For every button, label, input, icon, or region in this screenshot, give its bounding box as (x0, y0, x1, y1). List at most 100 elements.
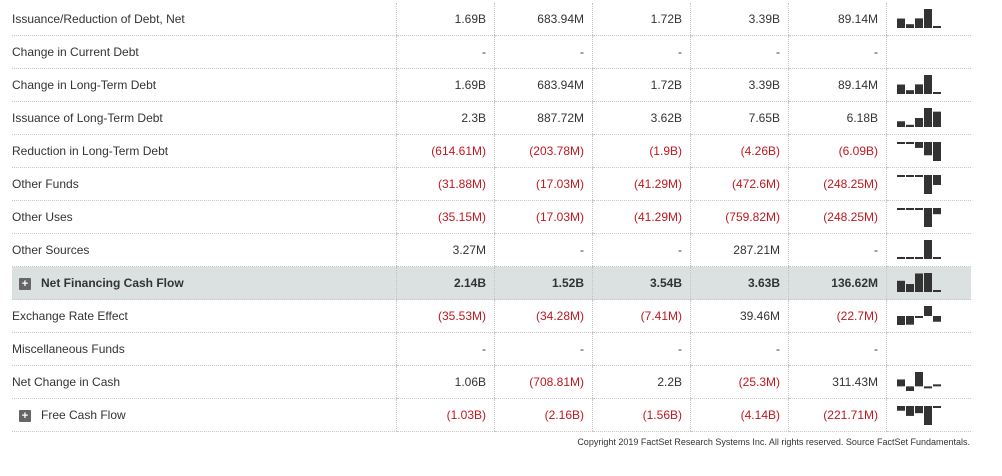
sparkline-bar (915, 315, 923, 318)
sparkline-bar (906, 124, 914, 127)
sparkline-bar (906, 175, 914, 177)
value-cell: - (788, 35, 887, 69)
copyright-notice: Copyright 2019 FactSet Research Systems … (577, 437, 970, 447)
sparkline-bar (906, 284, 914, 292)
row-label-cell: Reduction in Long-Term Debt (12, 134, 397, 168)
financing-cash-flow-table: Issuance/Reduction of Debt, Net 1.69B 683.… (12, 3, 971, 432)
sparkline-bar (897, 406, 905, 411)
sparkline-bar (933, 290, 941, 292)
value-cell: - (396, 332, 495, 366)
expand-plus-icon[interactable]: + (19, 277, 31, 290)
sparkline-bar (924, 240, 932, 259)
sparkline-bar (915, 208, 923, 210)
sparkline-bar (906, 315, 914, 325)
value-cell: - (788, 332, 887, 366)
row-net-financing-cash-flow[interactable]: + Net Financing Cash Flow 2.14B 1.52B 3.54B 3… (12, 266, 971, 300)
sparkline-cell (886, 68, 971, 102)
value-cell: 89.14M (788, 68, 887, 102)
sparkline-bar (915, 142, 923, 148)
row-other-uses: Other Uses (35.15M) (17.03M) (41.29M) (759.8… (12, 200, 971, 234)
sparkline-bar (924, 406, 932, 425)
sparkline-cell (886, 35, 971, 69)
row-label: Exchange Rate Effect (12, 309, 128, 323)
value-cell: (25.3M) (690, 365, 789, 399)
expand-plus-icon[interactable]: + (19, 409, 31, 422)
sparkline-bar (924, 175, 932, 194)
sparkline-bar (897, 175, 905, 177)
sparkline-bar (897, 121, 905, 127)
value-cell: (2.16B) (494, 398, 593, 432)
row-reduction-in-long-term-debt: Reduction in Long-Term Debt (614.61M) (203… (12, 134, 971, 168)
value-cell: (614.61M) (396, 134, 495, 168)
sparkline-bar (906, 257, 914, 259)
sparkline-bar (915, 257, 923, 259)
value-cell: 3.54B (592, 266, 691, 300)
value-cell: (1.9B) (592, 134, 691, 168)
value-cell: 3.39B (690, 68, 789, 102)
sparkline-chart (897, 273, 941, 292)
value-cell: (17.03M) (494, 200, 593, 234)
row-label: Reduction in Long-Term Debt (12, 144, 169, 158)
sparkline-chart (897, 240, 941, 259)
sparkline-bar (924, 108, 932, 127)
sparkline-bar (924, 273, 932, 292)
row-issuance-of-long-term-debt: Issuance of Long-Term Debt 2.3B 887.72M 3.6… (12, 101, 971, 135)
row-label: Net Financing Cash Flow (41, 276, 184, 290)
sparkline-bar (897, 84, 905, 94)
sparkline-chart (897, 9, 941, 28)
value-cell: (41.29M) (592, 167, 691, 201)
value-cell: (22.7M) (788, 299, 887, 333)
sparkline-chart (897, 75, 941, 94)
sparkline-cell (886, 398, 971, 432)
value-cell: 1.52B (494, 266, 593, 300)
value-cell: 1.06B (396, 365, 495, 399)
value-cell: 6.18B (788, 101, 887, 135)
value-cell: - (396, 35, 495, 69)
row-label-cell: Other Sources (12, 233, 397, 267)
value-cell: - (592, 332, 691, 366)
sparkline-bar (906, 24, 914, 28)
value-cell: (31.88M) (396, 167, 495, 201)
sparkline-bar (897, 18, 905, 28)
sparkline-bar (915, 84, 923, 94)
row-label-cell: Issuance/Reduction of Debt, Net (12, 3, 397, 36)
value-cell: 1.72B (592, 3, 691, 36)
row-issuance-reduction-of-debt-net: Issuance/Reduction of Debt, Net 1.69B 683.… (12, 3, 971, 36)
sparkline-bar (933, 315, 941, 322)
value-cell: (35.53M) (396, 299, 495, 333)
value-cell: 683.94M (494, 68, 593, 102)
sparkline-bar (933, 406, 941, 408)
row-free-cash-flow[interactable]: + Free Cash Flow (1.03B) (2.16B) (1.56B) (4.1… (12, 398, 971, 432)
sparkline-bar (915, 406, 923, 414)
sparkline-cell (886, 101, 971, 135)
value-cell: 2.3B (396, 101, 495, 135)
value-cell: (34.28M) (494, 299, 593, 333)
value-cell: (1.56B) (592, 398, 691, 432)
value-cell: (1.03B) (396, 398, 495, 432)
sparkline-cell (886, 233, 971, 267)
sparkline-bar (897, 315, 905, 325)
value-cell: 89.14M (788, 3, 887, 36)
row-other-funds: Other Funds (31.88M) (17.03M) (41.29M) (472.… (12, 167, 971, 201)
sparkline-bar (906, 142, 914, 144)
sparkline-bar (897, 208, 905, 210)
row-label: Other Sources (12, 243, 90, 257)
sparkline-cell (886, 134, 971, 168)
sparkline-chart (897, 175, 941, 194)
row-label-cell: + Net Financing Cash Flow (12, 266, 397, 300)
value-cell: 2.2B (592, 365, 691, 399)
sparkline-bar (933, 384, 941, 387)
value-cell: 1.69B (396, 68, 495, 102)
sparkline-cell (886, 167, 971, 201)
sparkline-bar (933, 257, 941, 259)
value-cell: (221.71M) (788, 398, 887, 432)
sparkline-bar (906, 208, 914, 210)
sparkline-cell (886, 200, 971, 234)
row-label: Other Uses (12, 210, 73, 224)
value-cell: 683.94M (494, 3, 593, 36)
row-label: Change in Current Debt (12, 45, 139, 59)
row-exchange-rate-effect: Exchange Rate Effect (35.53M) (34.28M) (7.4… (12, 299, 971, 333)
value-cell: 3.39B (690, 3, 789, 36)
value-cell: - (494, 35, 593, 69)
